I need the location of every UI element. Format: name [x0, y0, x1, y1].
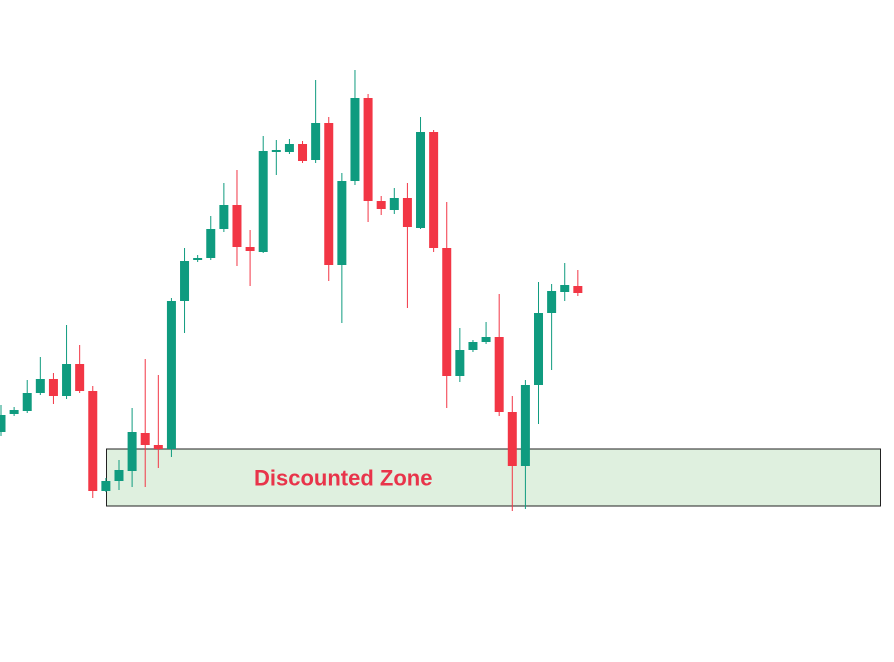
zone-label: Discounted Zone — [254, 465, 432, 490]
candle-body — [507, 412, 517, 466]
candle-body — [180, 261, 190, 301]
candle-body — [455, 350, 465, 376]
candle-body — [324, 123, 334, 265]
candle-body — [166, 301, 176, 449]
candle-body — [284, 144, 294, 152]
candle-body — [520, 385, 530, 466]
candle-body — [48, 379, 58, 396]
candle-body — [35, 379, 45, 393]
candle-body — [0, 415, 6, 432]
candle-body — [547, 291, 557, 313]
candle-body — [573, 286, 583, 293]
candle-body — [494, 337, 504, 412]
candle-body — [402, 198, 412, 227]
candle-body — [350, 98, 360, 181]
candle-body — [298, 144, 308, 161]
candle-body — [416, 132, 426, 228]
candle-body — [337, 181, 347, 265]
candle-body — [140, 433, 150, 445]
candle-body — [206, 229, 216, 258]
discounted-zone — [106, 448, 881, 507]
candle-body — [88, 391, 98, 491]
candle-body — [560, 285, 570, 292]
candle-body — [271, 150, 281, 152]
candle-body — [9, 410, 19, 414]
candle-body — [363, 98, 373, 201]
candle-body — [114, 470, 124, 481]
candle-body — [22, 393, 32, 411]
candle-body — [193, 258, 203, 260]
candle-body — [376, 201, 386, 209]
candle-body — [429, 132, 439, 248]
candle-body — [153, 445, 163, 449]
candle-body — [62, 364, 72, 396]
candle-body — [101, 481, 111, 491]
candle-body — [481, 337, 491, 342]
candle-body — [75, 364, 85, 391]
candle-body — [219, 205, 229, 229]
candle-body — [245, 247, 255, 251]
candle-body — [258, 151, 268, 252]
candle-body — [442, 248, 452, 376]
candle-body — [389, 198, 399, 210]
candle-body — [468, 342, 478, 350]
candle-body — [232, 205, 242, 247]
candle-body — [127, 432, 137, 471]
candle-body — [311, 123, 321, 160]
candle-body — [534, 313, 544, 385]
